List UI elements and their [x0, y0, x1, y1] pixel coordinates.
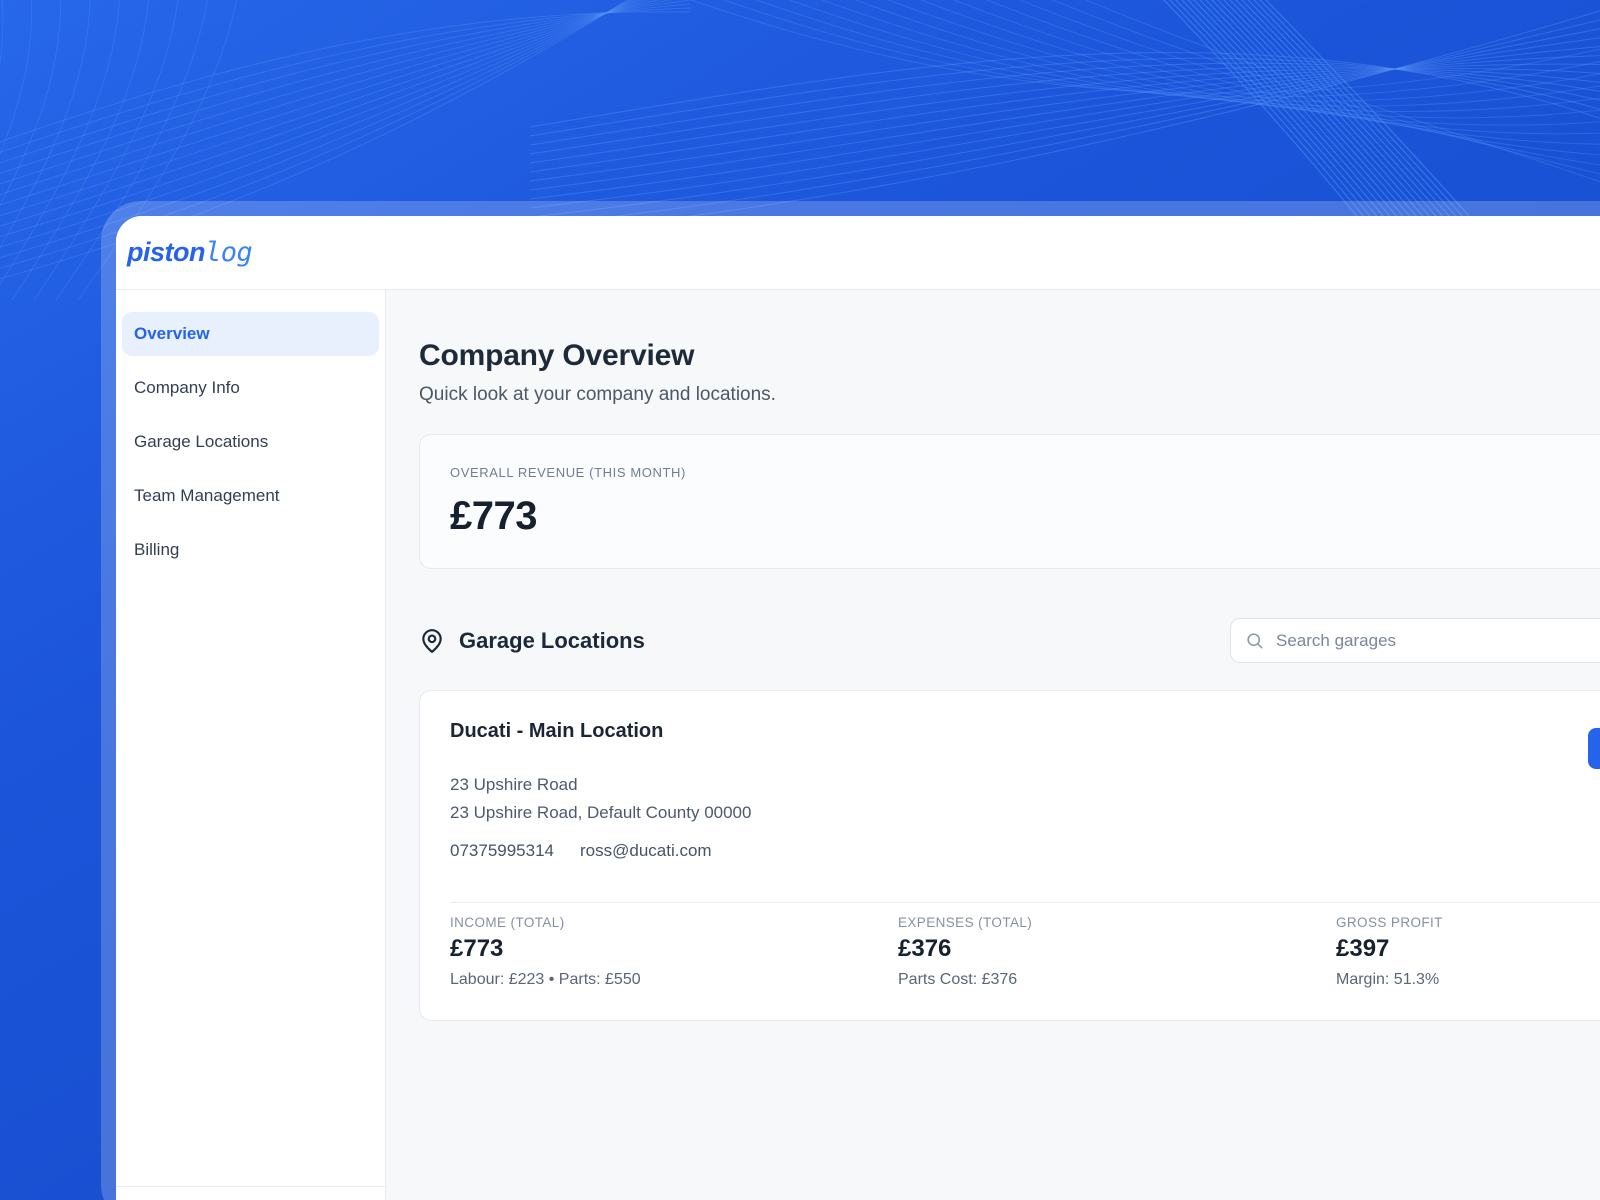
sidebar-item-label: Billing	[134, 540, 180, 559]
sidebar-item-label: Team Management	[134, 486, 280, 505]
sidebar-item-overview[interactable]: Overview	[122, 312, 379, 356]
sidebar-item-billing[interactable]: Billing	[122, 528, 379, 572]
stat-value: £397	[1336, 935, 1390, 962]
main-content: Company Overview Quick look at your comp…	[386, 290, 1600, 1200]
revenue-label: OVERALL REVENUE (THIS MONTH)	[450, 465, 686, 480]
logo-part-log: log	[205, 237, 253, 268]
sidebar-item-company-info[interactable]: Company Info	[122, 366, 379, 410]
page-title: Company Overview	[419, 339, 695, 372]
sidebar-item-garage-locations[interactable]: Garage Locations	[122, 420, 379, 464]
page-subtitle: Quick look at your company and locations…	[419, 384, 776, 405]
garage-card-divider	[450, 902, 1600, 903]
magnifier-icon	[1247, 633, 1263, 649]
sidebar-item-label: Garage Locations	[134, 432, 269, 451]
stat-income: INCOME (TOTAL) £773 Labour: £223 • Parts…	[450, 915, 898, 990]
stat-detail: Margin: 51.3%	[1336, 971, 1440, 988]
sidebar-item-team-management[interactable]: Team Management	[122, 474, 379, 518]
sidebar: Overview Company Info Garage Locations T…	[116, 290, 386, 1200]
overall-revenue-card: OVERALL REVENUE (THIS MONTH) £773	[419, 434, 1600, 569]
stat-value: £773	[450, 935, 504, 962]
stat-label: INCOME (TOTAL)	[450, 915, 565, 930]
garage-locations-header-row: Garage Locations	[419, 618, 1600, 663]
garage-action-button[interactable]	[1588, 728, 1600, 769]
stat-expenses: EXPENSES (TOTAL) £376 Parts Cost: £376	[898, 915, 1336, 990]
garage-address-line1: 23 Upshire Road	[450, 775, 578, 794]
garage-address-line2: 23 Upshire Road, Default County 00000	[450, 802, 752, 822]
sidebar-item-label: Overview	[134, 324, 210, 343]
garage-card-ducati: Ducati - Main Location 23 Upshire Road 2…	[419, 690, 1600, 1021]
revenue-value: £773	[450, 494, 537, 538]
garage-stats-grid: INCOME (TOTAL) £773 Labour: £223 • Parts…	[450, 903, 1600, 990]
stat-label: EXPENSES (TOTAL)	[898, 915, 1033, 930]
search-garages-box	[1230, 618, 1600, 663]
garage-name: Ducati - Main Location	[450, 720, 664, 742]
map-pin-icon	[422, 628, 442, 653]
section-title: Garage Locations	[459, 627, 645, 653]
search-garages-input[interactable]	[1276, 630, 1600, 651]
garage-locations-heading: Garage Locations	[419, 628, 645, 654]
garage-contact-row: 07375995314 ross@ducati.com	[450, 837, 1600, 864]
stat-label: GROSS PROFIT	[1336, 915, 1443, 930]
app-window: pistonlog Overview Company Info Garage L…	[116, 216, 1600, 1200]
sidebar-item-label: Company Info	[134, 378, 240, 397]
stat-detail: Parts Cost: £376	[898, 971, 1018, 988]
garage-address: 23 Upshire Road 23 Upshire Road, Default…	[450, 771, 1600, 826]
garage-email: ross@ducati.com	[580, 841, 712, 860]
garage-phone: 07375995314	[450, 841, 555, 860]
stat-value: £376	[898, 935, 952, 962]
app-body: Overview Company Info Garage Locations T…	[116, 290, 1600, 1200]
pistonlog-logo: pistonlog	[127, 237, 253, 268]
logo-part-piston: piston	[127, 237, 206, 267]
app-header: pistonlog	[116, 216, 1600, 290]
stat-detail: Labour: £223 • Parts: £550	[450, 971, 641, 988]
stat-gross-profit: GROSS PROFIT £397 Margin: 51.3%	[1336, 915, 1600, 990]
sidebar-footer-divider	[116, 1186, 385, 1187]
